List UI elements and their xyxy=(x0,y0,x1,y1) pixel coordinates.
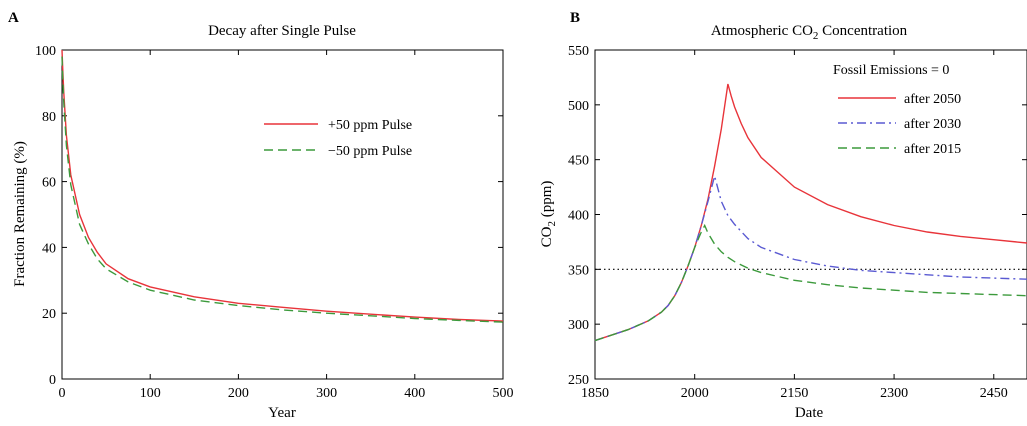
panel-b-x-tick-label: 2450 xyxy=(980,386,1008,401)
panel-b-x-tick-label: 2300 xyxy=(880,386,908,401)
panel-a-series-line-1 xyxy=(61,49,504,322)
panel-b-x-ticks: 1850 2000 2150 2300 2450 xyxy=(581,50,1008,401)
panel-a-title: Decay after Single Pulse xyxy=(208,23,356,39)
panel-b-y-label: CO2 (ppm) xyxy=(539,181,558,248)
panel-a: A Decay after Single Pulse 0 100 200 300 400… xyxy=(8,10,514,421)
panel-b-x-tick-label: 1850 xyxy=(581,386,609,401)
panel-b-x-label: Date xyxy=(795,405,824,421)
panel-b-y-ticks: 250 300 350 400 450 500 550 xyxy=(568,44,1027,388)
panel-b-legend: Fossil Emissions = 0 after 2050 after 20… xyxy=(833,63,961,157)
panel-b-y-tick-label: 500 xyxy=(568,99,589,114)
panel-b-letter: B xyxy=(570,10,580,26)
panel-b-title: Atmospheric CO2 Concentration xyxy=(711,23,908,42)
panel-a-y-ticks: 0 20 40 60 80 100 xyxy=(35,44,503,388)
panel-b-series-line-1 xyxy=(594,83,1027,342)
panel-a-y-tick-label: 0 xyxy=(49,373,56,388)
panel-a-y-tick-label: 40 xyxy=(42,241,56,256)
panel-a-legend-label-1: +50 ppm Pulse xyxy=(328,118,412,133)
panel-a-x-tick-label: 100 xyxy=(140,386,161,401)
panel-b-legend-label-3: after 2015 xyxy=(904,142,961,157)
panel-b-legend-label-1: after 2050 xyxy=(904,92,961,107)
panel-b-axes-box xyxy=(594,49,1027,380)
panel-b: B Atmospheric CO2 Concentration 1850 2000… xyxy=(539,10,1027,421)
panel-b-legend-title: Fossil Emissions = 0 xyxy=(833,63,949,78)
panel-b-y-tick-label: 450 xyxy=(568,154,589,169)
panel-b-y-tick-label: 300 xyxy=(568,318,589,333)
panel-a-y-tick-label: 80 xyxy=(42,110,56,125)
panel-a-y-tick-label: 20 xyxy=(42,307,56,322)
panel-a-x-tick-label: 500 xyxy=(493,386,514,401)
panel-a-x-tick-label: 0 xyxy=(59,386,66,401)
panel-a-series xyxy=(61,49,504,323)
panel-a-y-label: Fraction Remaining (%) xyxy=(12,141,28,287)
panel-b-y-tick-label: 250 xyxy=(568,373,589,388)
panel-a-x-tick-label: 200 xyxy=(228,386,249,401)
panel-a-y-tick-label: 100 xyxy=(35,44,56,59)
panel-a-series-line-2 xyxy=(61,56,504,323)
panel-a-legend-label-2: −50 ppm Pulse xyxy=(328,144,412,159)
panel-a-x-ticks: 0 100 200 300 400 500 xyxy=(59,50,514,401)
panel-a-letter: A xyxy=(8,10,19,26)
panel-b-series-line-2 xyxy=(594,173,1027,342)
panel-b-y-tick-label: 350 xyxy=(568,263,589,278)
panel-b-legend-label-2: after 2030 xyxy=(904,117,961,132)
panel-a-y-tick-label: 60 xyxy=(42,176,56,191)
panel-a-x-tick-label: 300 xyxy=(316,386,337,401)
panel-b-x-tick-label: 2000 xyxy=(681,386,709,401)
panel-b-series-line-3 xyxy=(594,223,1027,342)
panel-b-series xyxy=(594,83,1027,342)
panel-b-x-tick-label: 2150 xyxy=(780,386,808,401)
panel-b-y-tick-label: 400 xyxy=(568,209,589,224)
panel-a-x-label: Year xyxy=(268,405,296,421)
panel-a-axes-box xyxy=(61,49,504,380)
panel-a-legend: +50 ppm Pulse −50 ppm Pulse xyxy=(264,118,412,159)
panel-b-y-tick-label: 550 xyxy=(568,44,589,59)
panel-a-x-tick-label: 400 xyxy=(404,386,425,401)
